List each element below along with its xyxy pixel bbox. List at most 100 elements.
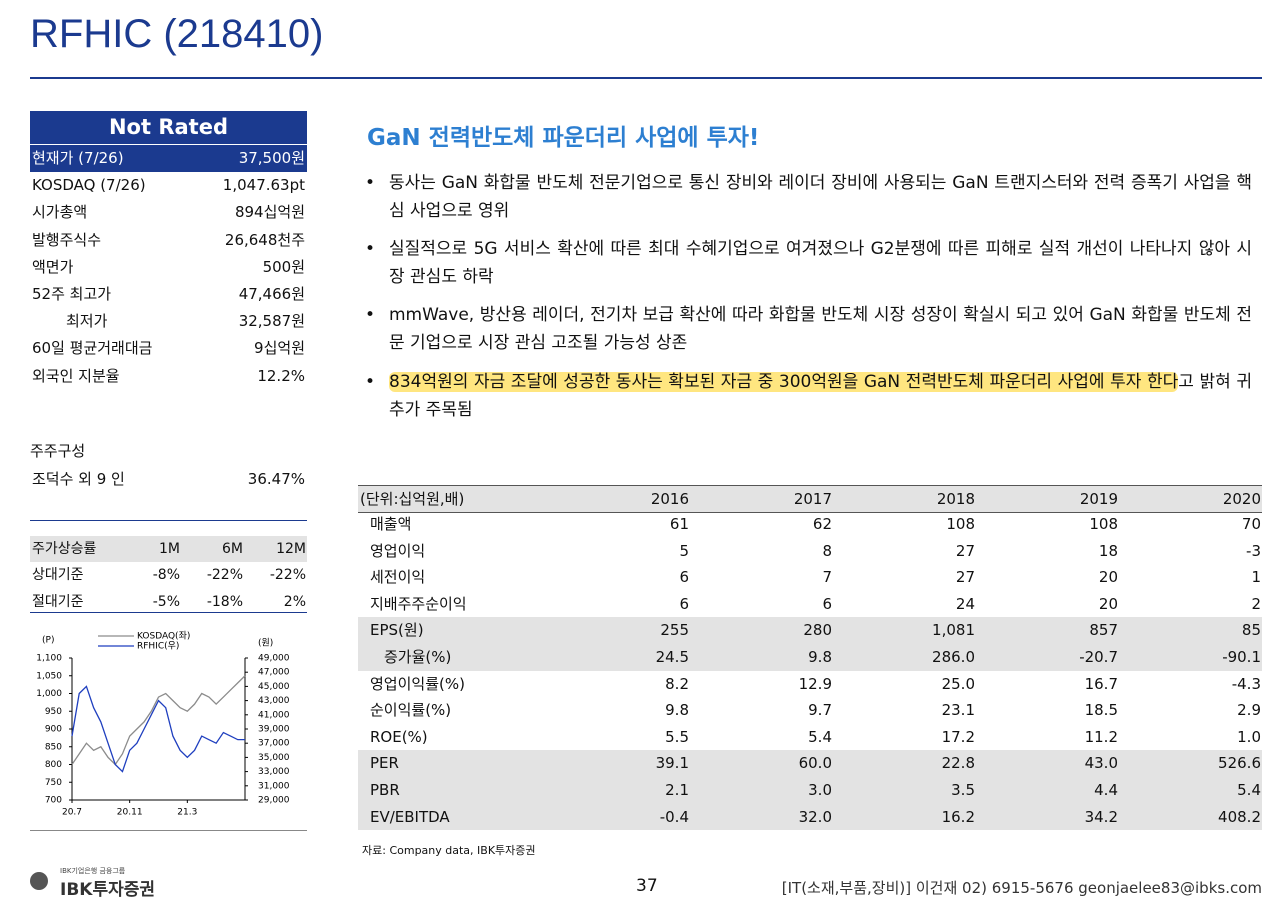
returns-row: 절대기준 -5% -18% 2% — [30, 589, 307, 615]
info-row: 최저가 32,587원 — [30, 308, 307, 335]
bullet-text: 고 밝혀 귀추가 주목됨 — [389, 372, 1252, 420]
financial-cell: 3.5 — [951, 781, 975, 799]
returns-cell: 6M — [222, 541, 243, 557]
financial-cell: 408.2 — [1218, 807, 1261, 826]
financial-cell: 24.5 — [655, 648, 689, 666]
info-label: 외국인 지분율 — [32, 366, 120, 385]
financial-cell: 60.0 — [798, 754, 832, 773]
financial-cell: 2018 — [936, 489, 975, 508]
financial-cell: 9.8 — [808, 648, 832, 666]
info-label: 시가총액 — [32, 203, 88, 222]
info-value: 32,587원 — [238, 312, 305, 331]
x-tick-label: 20.7 — [62, 808, 82, 818]
financial-cell: 매출액 — [370, 515, 412, 533]
financial-cell: 2017 — [793, 489, 832, 508]
y2-tick-label: 29,000 — [258, 796, 290, 806]
financial-cell: 4.4 — [1094, 781, 1118, 799]
financial-cell: 6 — [679, 594, 689, 613]
shareholder-name: 조덕수 외 9 인 — [32, 470, 125, 488]
financial-cell: 20 — [1098, 594, 1118, 613]
info-row: 외국인 지분율 12.2% — [30, 363, 307, 390]
y-tick-label: 700 — [45, 796, 62, 806]
financial-cell: 1 — [1251, 568, 1261, 587]
financial-row: 세전이익 6 7 27 20 1 — [358, 564, 1262, 591]
rule — [30, 830, 307, 831]
contact: [IT(소재,부품,장비)] 이건재 02) 6915-5676 geonjae… — [781, 879, 1262, 897]
y2-tick-label: 37,000 — [258, 739, 290, 749]
financial-cell: PER — [370, 754, 399, 773]
series-line — [71, 675, 246, 766]
financial-row: EPS(원) 255 280 1,081 857 85 — [358, 617, 1262, 644]
info-label: 최저가 — [66, 312, 108, 331]
rating: Not Rated — [30, 111, 307, 144]
page-title: RFHIC (218410) — [30, 12, 324, 56]
financial-cell: 39.1 — [655, 754, 689, 773]
financial-cell: 영업이익률(%) — [370, 674, 465, 693]
financial-cell: 70 — [1241, 515, 1261, 533]
financial-row: (단위:십억원,배) 2016 2017 2018 2019 2020 — [358, 484, 1262, 514]
x-tick-label: 20.11 — [117, 808, 143, 818]
financial-cell: 지배주주순이익 — [370, 594, 467, 613]
financial-cell: 11.2 — [1084, 727, 1118, 746]
financial-cell: 18.5 — [1084, 701, 1118, 720]
title-rule — [30, 77, 1262, 79]
financial-cell: 12.9 — [798, 674, 832, 693]
financial-cell: 9.7 — [808, 701, 832, 720]
info-value: 1,047.63pt — [222, 176, 305, 195]
y2-tick-label: 47,000 — [258, 668, 290, 678]
section-title: GaN 전력반도체 파운더리 사업에 투자! — [367, 125, 760, 151]
financial-cell: 526.6 — [1218, 754, 1261, 773]
price-chart: 700 750 800 850 900 950 1,000 1,050 1,100 29,000 3… — [36, 631, 290, 818]
financial-cell: 영업이익 — [370, 541, 426, 560]
financial-cell: 16.2 — [941, 807, 975, 826]
financial-cell: 280 — [803, 621, 832, 640]
financial-row: 매출액 61 62 108 108 70 — [358, 511, 1262, 538]
returns-cell: 상대기준 — [32, 567, 84, 583]
y2-tick-label: 33,000 — [258, 767, 290, 777]
info-label: 60일 평균거래대금 — [32, 339, 153, 358]
returns-cell: -22% — [269, 567, 306, 583]
returns-row: 상대기준 -8% -22% -22% — [30, 562, 307, 588]
info-row: 52주 최고가 47,466원 — [30, 281, 307, 308]
bullet: 834억원의 자금 조달에 성공한 동사는 확보된 자금 중 300억원을 Ga… — [365, 368, 1252, 424]
financial-cell: -20.7 — [1079, 648, 1118, 666]
financial-cell: 32.0 — [798, 807, 832, 826]
returns-cell: 2% — [283, 594, 306, 610]
financial-cell: 5.4 — [1237, 781, 1261, 799]
y-tick-label: 1,100 — [36, 654, 62, 664]
bullet: 동사는 GaN 화합물 반도체 전문기업으로 통신 장비와 레이더 장비에 사용… — [365, 169, 1252, 225]
info-row: 현재가 (7/26) 37,500원 — [30, 145, 307, 172]
financial-cell: 2019 — [1079, 489, 1118, 508]
y-tick-label: 950 — [45, 707, 62, 717]
financial-cell: 세전이익 — [370, 568, 426, 587]
financial-cell: 5.4 — [808, 727, 832, 746]
series-line — [71, 685, 245, 773]
info-label: 현재가 (7/26) — [32, 149, 124, 167]
info-row: 60일 평균거래대금 9십억원 — [30, 335, 307, 362]
financial-cell: 27 — [955, 568, 975, 587]
financial-cell: 25.0 — [941, 674, 975, 693]
info-value: 47,466원 — [238, 285, 305, 303]
info-value: 894십억원 — [234, 203, 305, 222]
financial-cell: 18 — [1098, 541, 1118, 560]
financial-cell: 3.0 — [808, 781, 832, 799]
logo: IBK투자증권 — [60, 880, 156, 900]
page-number: 37 — [636, 876, 658, 896]
financial-cell: (단위:십억원,배) — [360, 489, 465, 508]
returns-cell: -22% — [206, 567, 243, 583]
info-value: 9십억원 — [254, 339, 305, 358]
financial-cell: 9.8 — [665, 701, 689, 720]
financial-cell: 8 — [822, 541, 832, 560]
source: 자료: Company data, IBK투자증권 — [362, 844, 536, 857]
financial-cell: 5 — [679, 541, 689, 560]
y-tick-label: 850 — [45, 742, 62, 752]
bullet: 실질적으로 5G 서비스 확산에 따른 최대 수혜기업으로 여겨졌으나 G2분쟁… — [365, 235, 1252, 291]
y-tick-label: 750 — [45, 778, 62, 788]
financial-cell: 16.7 — [1084, 674, 1118, 693]
shareholder-pct: 36.47% — [247, 470, 305, 488]
financial-cell: 20 — [1098, 568, 1118, 587]
returns-cell: -5% — [152, 594, 180, 610]
financial-row: 영업이익률(%) 8.2 12.9 25.0 16.7 -4.3 — [358, 671, 1262, 698]
financial-cell: 2.1 — [665, 781, 689, 799]
